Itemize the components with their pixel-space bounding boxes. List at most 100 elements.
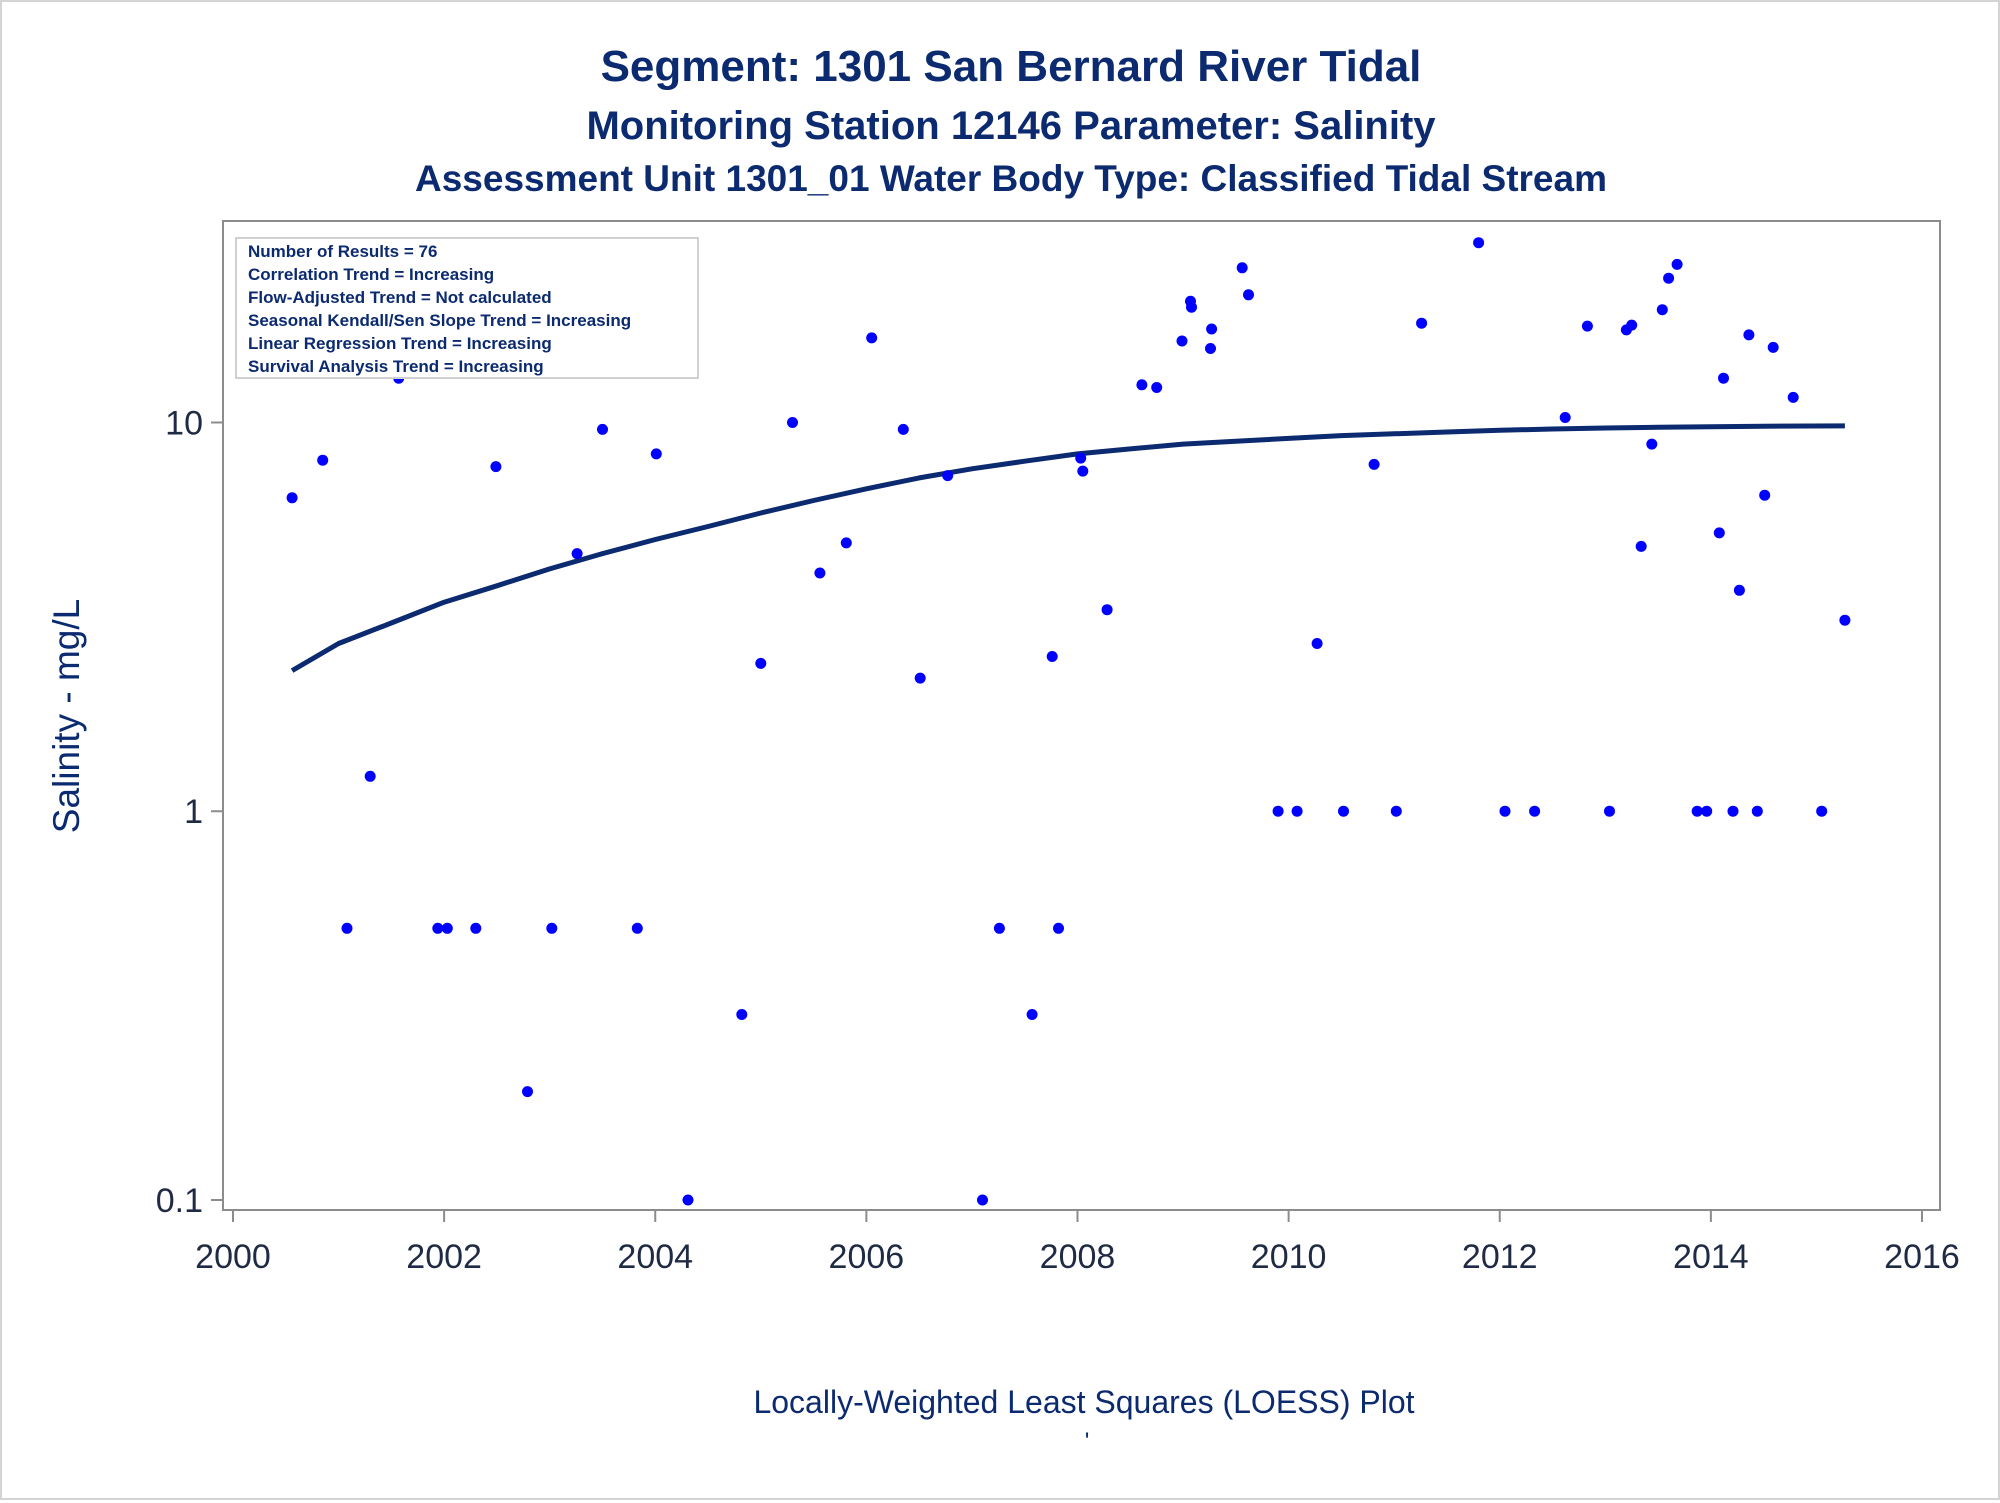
footnote: Locally-Weighted Least Squares (LOESS) P… xyxy=(753,1384,1414,1420)
x-tick-label: 2004 xyxy=(617,1238,693,1276)
y-tick-label: 10 xyxy=(165,404,203,442)
y-tick-label: 1 xyxy=(184,793,203,831)
x-axis: 2000 2002 2004 2006 2008 2010 2012 2014 2016 xyxy=(195,1210,1960,1276)
data-point xyxy=(814,567,826,579)
data-point xyxy=(1053,922,1064,934)
data-point xyxy=(1529,805,1541,817)
data-point xyxy=(317,454,329,466)
data-point xyxy=(441,922,453,934)
data-point xyxy=(286,492,298,504)
plot-area xyxy=(222,220,1941,1211)
data-point xyxy=(1635,540,1647,552)
data-point xyxy=(840,537,852,549)
data-point xyxy=(650,448,662,460)
chart-subtitle-unit: Assessment Unit 1301_01 Water Body Type:… xyxy=(415,158,1607,199)
data-point xyxy=(470,922,482,934)
trend-summary-line: Number of Results = 76 xyxy=(248,242,437,261)
data-point xyxy=(1136,379,1148,391)
data-point xyxy=(1701,805,1713,817)
x-tick-label: 2002 xyxy=(406,1238,482,1276)
data-point xyxy=(942,470,954,482)
data-point xyxy=(571,548,583,560)
data-point xyxy=(1604,805,1615,817)
data-point xyxy=(736,1009,748,1020)
data-point xyxy=(1075,452,1087,464)
data-point xyxy=(597,423,608,435)
x-tick-label: 2000 xyxy=(195,1238,271,1276)
data-point xyxy=(1767,341,1779,353)
data-point xyxy=(364,770,376,782)
y-axis-label: Salinity - mg/L xyxy=(46,599,87,833)
data-point xyxy=(1671,258,1683,270)
data-point xyxy=(1272,805,1284,817)
data-point xyxy=(1206,323,1218,335)
footnote-mark: ' xyxy=(1085,1428,1090,1455)
trend-summary-line: Survival Analysis Trend = Increasing xyxy=(248,357,544,376)
data-point xyxy=(1338,805,1349,817)
data-point xyxy=(1390,805,1402,817)
x-tick-label: 2012 xyxy=(1462,1238,1538,1276)
data-point xyxy=(1026,1009,1038,1020)
x-tick-label: 2010 xyxy=(1251,1238,1327,1276)
data-point xyxy=(1205,343,1216,354)
data-point xyxy=(1787,391,1799,403)
data-point xyxy=(1236,262,1248,274)
y-axis: 0.1 1 10 xyxy=(156,404,223,1220)
data-point xyxy=(1691,805,1703,817)
data-point xyxy=(522,1086,533,1098)
trend-summary-border xyxy=(235,237,699,379)
y-tick-label: 0.1 xyxy=(156,1182,203,1220)
data-point xyxy=(1473,237,1485,249)
data-point xyxy=(1311,638,1323,649)
x-tick-label: 2014 xyxy=(1673,1238,1749,1276)
data-point xyxy=(631,922,643,934)
data-point xyxy=(1499,805,1511,817)
trend-summary-line: Correlation Trend = Increasing xyxy=(248,265,494,284)
chart-subtitle-station: Monitoring Station 12146 Parameter: Sali… xyxy=(586,104,1436,148)
loess-curve-layer xyxy=(290,423,1845,673)
data-point xyxy=(1759,489,1771,501)
data-point xyxy=(897,423,909,435)
data-point xyxy=(1151,382,1163,393)
data-point xyxy=(432,922,444,934)
x-tick-label: 2008 xyxy=(1040,1238,1116,1276)
data-point xyxy=(977,1194,988,1206)
data-point xyxy=(1646,438,1658,450)
data-point xyxy=(546,922,558,934)
data-point xyxy=(787,417,798,428)
data-point xyxy=(755,657,767,669)
data-point xyxy=(1176,335,1188,347)
trend-summary-line: Flow-Adjusted Trend = Not calculated xyxy=(248,288,552,307)
data-point xyxy=(1663,272,1675,284)
data-point xyxy=(1186,301,1197,313)
data-point xyxy=(1243,289,1254,301)
data-point xyxy=(1077,465,1089,477)
trend-summary-box: Number of Results = 76 Correlation Trend… xyxy=(235,237,699,379)
data-point xyxy=(341,922,353,934)
data-point xyxy=(682,1194,694,1206)
data-point xyxy=(1046,651,1058,662)
data-point xyxy=(1626,319,1638,331)
loess-line xyxy=(290,423,1845,673)
data-point xyxy=(993,922,1005,934)
trend-summary-line: Seasonal Kendall/Sen Slope Trend = Incre… xyxy=(248,311,631,330)
data-point xyxy=(1559,412,1571,423)
data-point xyxy=(1656,304,1668,316)
x-tick-label: 2016 xyxy=(1884,1238,1960,1276)
chart-title: Segment: 1301 San Bernard River Tidal xyxy=(601,42,1422,91)
data-point xyxy=(1751,805,1763,817)
data-point xyxy=(914,672,926,684)
data-point xyxy=(1718,372,1729,384)
data-point xyxy=(1816,805,1828,817)
trend-summary-line: Linear Regression Trend = Increasing xyxy=(248,334,552,353)
data-point xyxy=(1416,317,1428,329)
data-point xyxy=(1743,329,1755,341)
data-points-layer xyxy=(286,237,1851,1206)
x-tick-label: 2006 xyxy=(829,1238,905,1276)
data-point xyxy=(1733,584,1745,596)
data-point xyxy=(1839,614,1851,626)
data-point xyxy=(1291,805,1303,817)
data-point xyxy=(1368,458,1380,470)
